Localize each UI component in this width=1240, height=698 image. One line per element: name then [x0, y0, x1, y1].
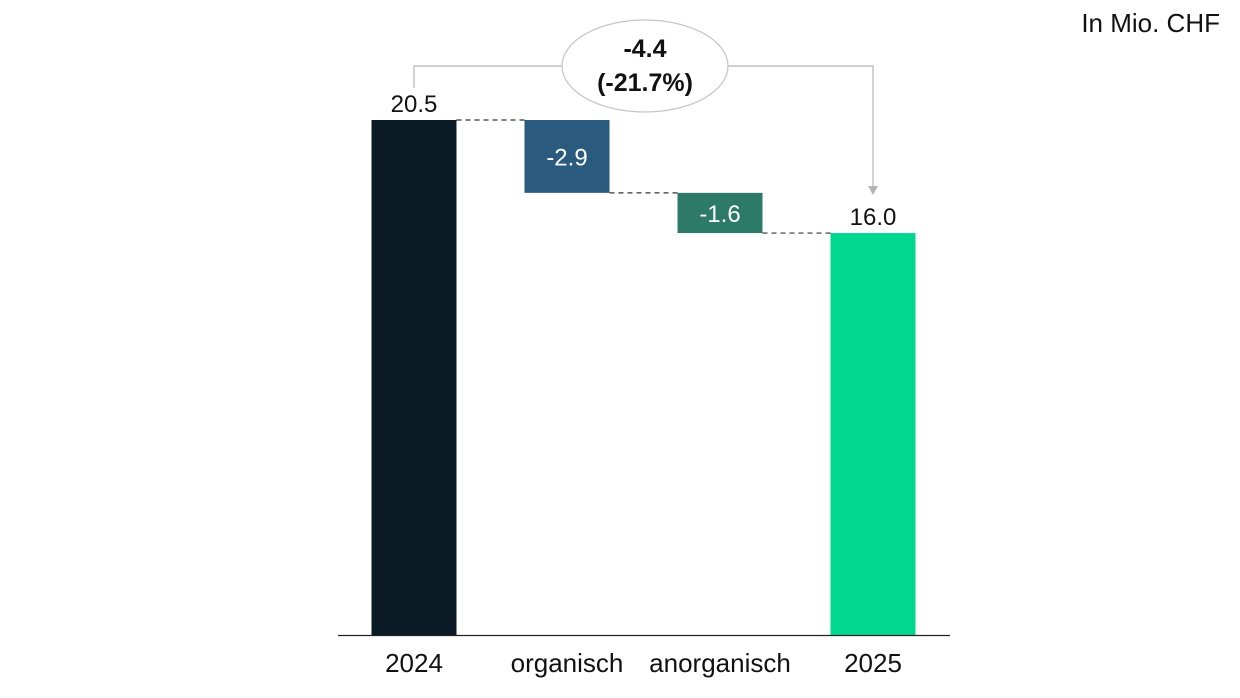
value-label-2024: 20.5 — [391, 91, 438, 118]
tick-label-organisch: organisch — [511, 648, 624, 678]
value-label-2025: 16.0 — [850, 204, 897, 231]
change-value: -4.4 — [623, 35, 666, 63]
tick-label-anorganisch: anorganisch — [649, 648, 791, 678]
bar-2025 — [830, 233, 916, 636]
bar-organisch — [524, 120, 610, 193]
tick-label-2025: 2025 — [844, 648, 902, 678]
value-label-anorganisch: -1.6 — [699, 201, 740, 228]
change-bracket-right — [728, 65, 874, 186]
change-arrow-head — [868, 186, 878, 195]
bar-2024 — [371, 120, 457, 635]
change-percent: (-21.7%) — [597, 69, 693, 97]
change-ellipse — [561, 19, 729, 113]
tick-label-2024: 2024 — [385, 648, 443, 678]
value-label-organisch: -2.9 — [546, 144, 587, 171]
unit-label: In Mio. CHF — [1081, 8, 1220, 38]
change-bracket-left — [413, 65, 562, 88]
bar-anorganisch — [677, 192, 763, 234]
